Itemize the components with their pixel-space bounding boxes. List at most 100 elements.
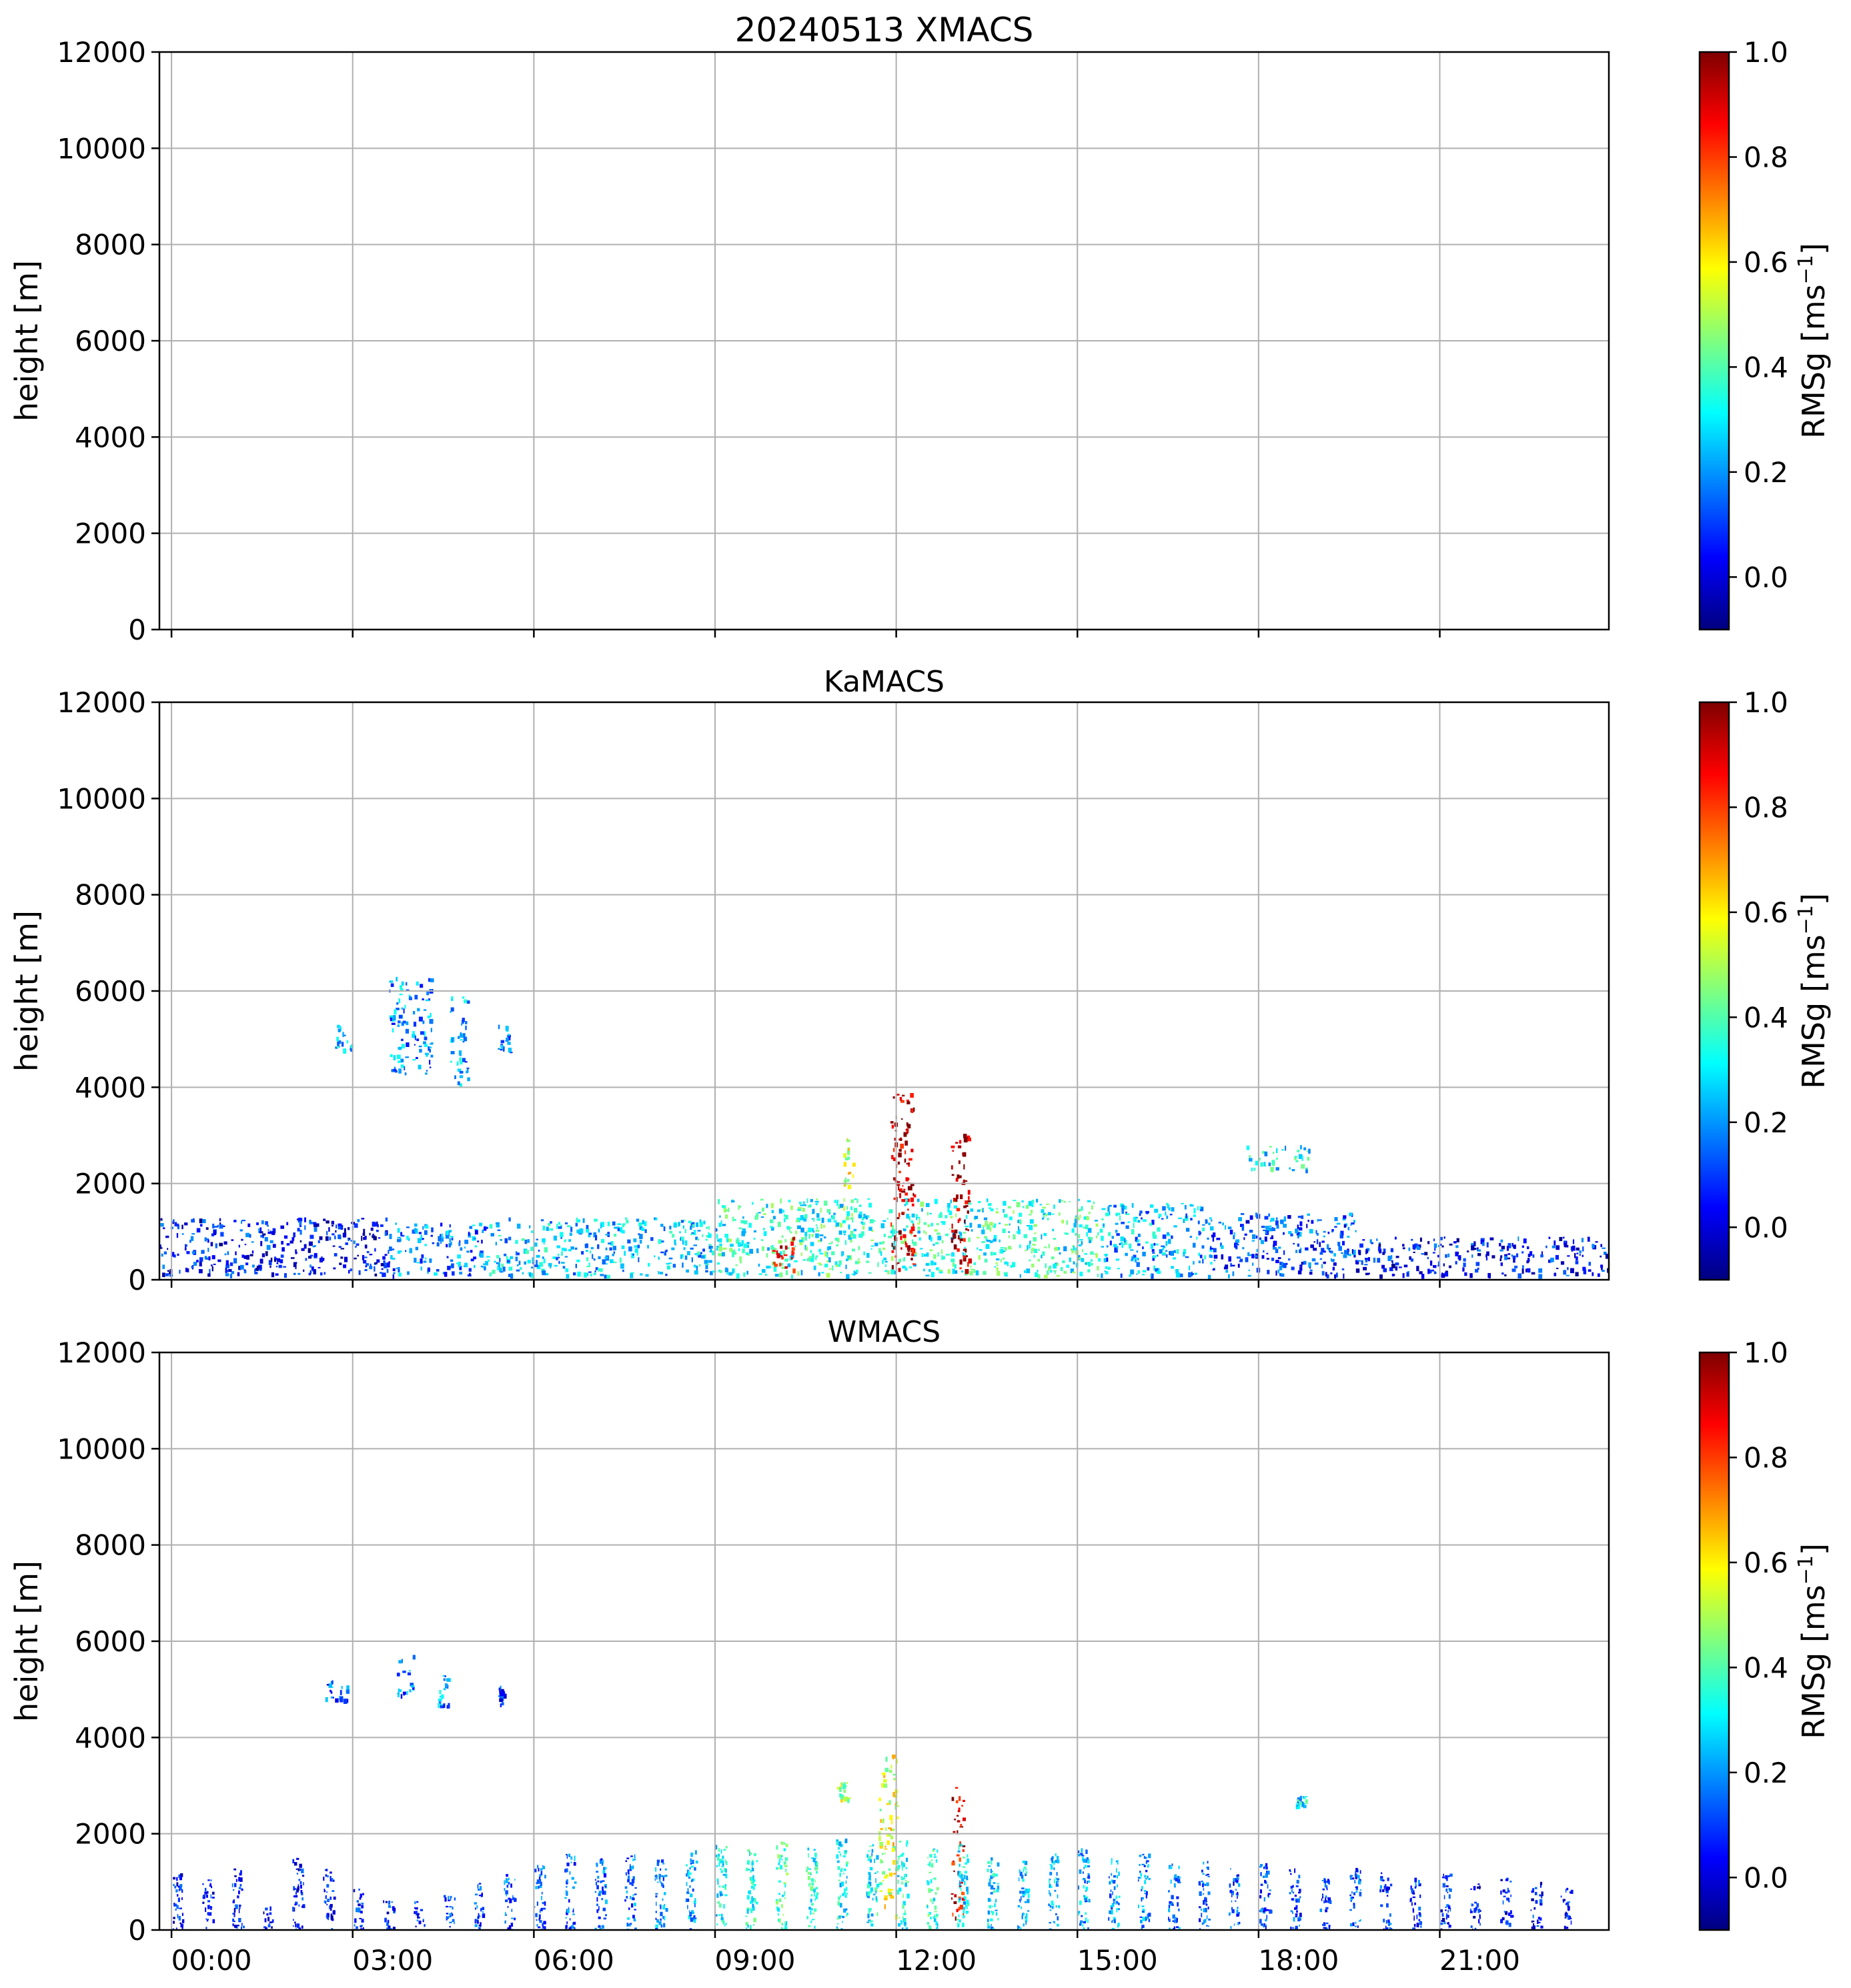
heatmap-cell xyxy=(1330,1250,1333,1254)
heatmap-cell xyxy=(698,1254,702,1258)
heatmap-cell xyxy=(916,1198,920,1202)
heatmap-cell xyxy=(412,1034,416,1038)
heatmap-cell xyxy=(927,1905,929,1908)
heatmap-cell xyxy=(686,1269,689,1273)
heatmap-cell xyxy=(1236,1875,1237,1877)
heatmap-cell xyxy=(1588,1269,1592,1272)
heatmap-cell xyxy=(1197,1220,1200,1224)
heatmap-cell xyxy=(542,1256,544,1259)
heatmap-cell xyxy=(627,1879,630,1883)
heatmap-cell xyxy=(202,1896,205,1899)
heatmap-cell xyxy=(1409,1898,1411,1903)
heatmap-cell xyxy=(957,1248,960,1252)
heatmap-cell xyxy=(890,1269,894,1274)
heatmap-cell xyxy=(735,1264,738,1266)
heatmap-cell xyxy=(1244,1233,1247,1236)
heatmap-cell xyxy=(1199,1928,1201,1930)
heatmap-cell xyxy=(927,1863,931,1865)
heatmap-cell xyxy=(483,1226,487,1231)
heatmap-cell xyxy=(1570,1920,1572,1925)
heatmap-cell xyxy=(941,1249,943,1254)
heatmap-cell xyxy=(708,1260,712,1263)
heatmap-cell xyxy=(330,1871,332,1874)
heatmap-cell xyxy=(752,1885,755,1891)
heatmap-cell xyxy=(570,1226,573,1232)
heatmap-cell xyxy=(989,1207,991,1209)
heatmap-cell xyxy=(1564,1240,1566,1243)
heatmap-cell xyxy=(634,1903,636,1907)
heatmap-cell xyxy=(1355,1886,1358,1891)
heatmap-cell xyxy=(342,1032,344,1038)
heatmap-cell xyxy=(1175,1874,1177,1878)
heatmap-cell xyxy=(718,1862,720,1867)
heatmap-cell xyxy=(398,1060,402,1063)
heatmap-cell xyxy=(706,1226,708,1229)
heatmap-cell xyxy=(1377,1258,1381,1263)
heatmap-cell xyxy=(231,1239,234,1241)
heatmap-cell xyxy=(1121,1243,1124,1248)
heatmap-cell xyxy=(1389,1927,1391,1929)
heatmap-cell xyxy=(1131,1229,1135,1234)
colorbar-tick-label: 0.8 xyxy=(1744,141,1788,173)
heatmap-cell xyxy=(874,1859,875,1863)
heatmap-cell xyxy=(1205,1925,1209,1927)
heatmap-cell xyxy=(790,1254,794,1258)
heatmap-cell xyxy=(380,1272,383,1274)
heatmap-cell xyxy=(354,1223,358,1228)
heatmap-cell xyxy=(776,1901,778,1905)
heatmap-region-boundary-layer xyxy=(486,1217,718,1279)
heatmap-cell xyxy=(530,1266,534,1269)
heatmap-cell xyxy=(508,1217,511,1222)
heatmap-cell xyxy=(1385,1920,1387,1924)
heatmap-cell xyxy=(1173,1883,1176,1888)
heatmap-cell xyxy=(173,1883,175,1887)
heatmap-cell xyxy=(244,1244,247,1246)
heatmap-cell xyxy=(1251,1254,1255,1258)
heatmap-cell xyxy=(837,1238,840,1243)
heatmap-cell xyxy=(605,1234,610,1236)
heatmap-cell xyxy=(1053,1263,1057,1269)
heatmap-cell xyxy=(1299,1798,1302,1801)
heatmap-cell xyxy=(1365,1258,1369,1260)
heatmap-cell xyxy=(1161,1218,1164,1220)
heatmap-cell xyxy=(952,1150,954,1152)
heatmap-cell xyxy=(810,1242,814,1246)
y-tick-label: 8000 xyxy=(75,229,146,261)
heatmap-cell xyxy=(667,1266,670,1269)
heatmap-cell xyxy=(865,1215,868,1220)
heatmap-cell xyxy=(632,1877,634,1881)
heatmap-cell xyxy=(772,1250,776,1252)
heatmap-cell xyxy=(431,1227,434,1232)
heatmap-cell xyxy=(892,1148,895,1152)
heatmap-cell xyxy=(1539,1894,1541,1897)
heatmap-cell xyxy=(568,1853,570,1857)
heatmap-cell xyxy=(427,1267,430,1272)
heatmap-cell xyxy=(624,1250,626,1256)
heatmap-cell xyxy=(655,1895,658,1898)
heatmap-cell xyxy=(1087,1228,1092,1233)
heatmap-cell xyxy=(815,1233,819,1238)
heatmap-cell xyxy=(500,1685,502,1689)
heatmap-cell xyxy=(745,1252,749,1255)
heatmap-cell xyxy=(499,1698,504,1703)
heatmap-cell xyxy=(1075,1247,1077,1253)
heatmap-cell xyxy=(191,1233,195,1235)
heatmap-cell xyxy=(333,1879,335,1882)
heatmap-cell xyxy=(1533,1923,1535,1927)
heatmap-cell xyxy=(1362,1239,1365,1241)
heatmap-cell xyxy=(1509,1924,1511,1927)
heatmap-cell xyxy=(1515,1253,1519,1258)
heatmap-cell xyxy=(1049,1905,1052,1908)
heatmap-cell xyxy=(1083,1226,1086,1229)
heatmap-cell xyxy=(205,1227,209,1230)
heatmap-cell xyxy=(229,1274,233,1278)
heatmap-cell xyxy=(397,1250,401,1254)
heatmap-cell xyxy=(1111,1873,1113,1876)
heatmap-cell xyxy=(968,1202,972,1205)
heatmap-cell xyxy=(815,1855,817,1859)
heatmap-cell xyxy=(496,1222,500,1228)
heatmap-cell xyxy=(1340,1230,1344,1236)
heatmap-cell xyxy=(594,1270,596,1272)
heatmap-cell xyxy=(264,1918,267,1923)
heatmap-cell xyxy=(882,1259,884,1264)
